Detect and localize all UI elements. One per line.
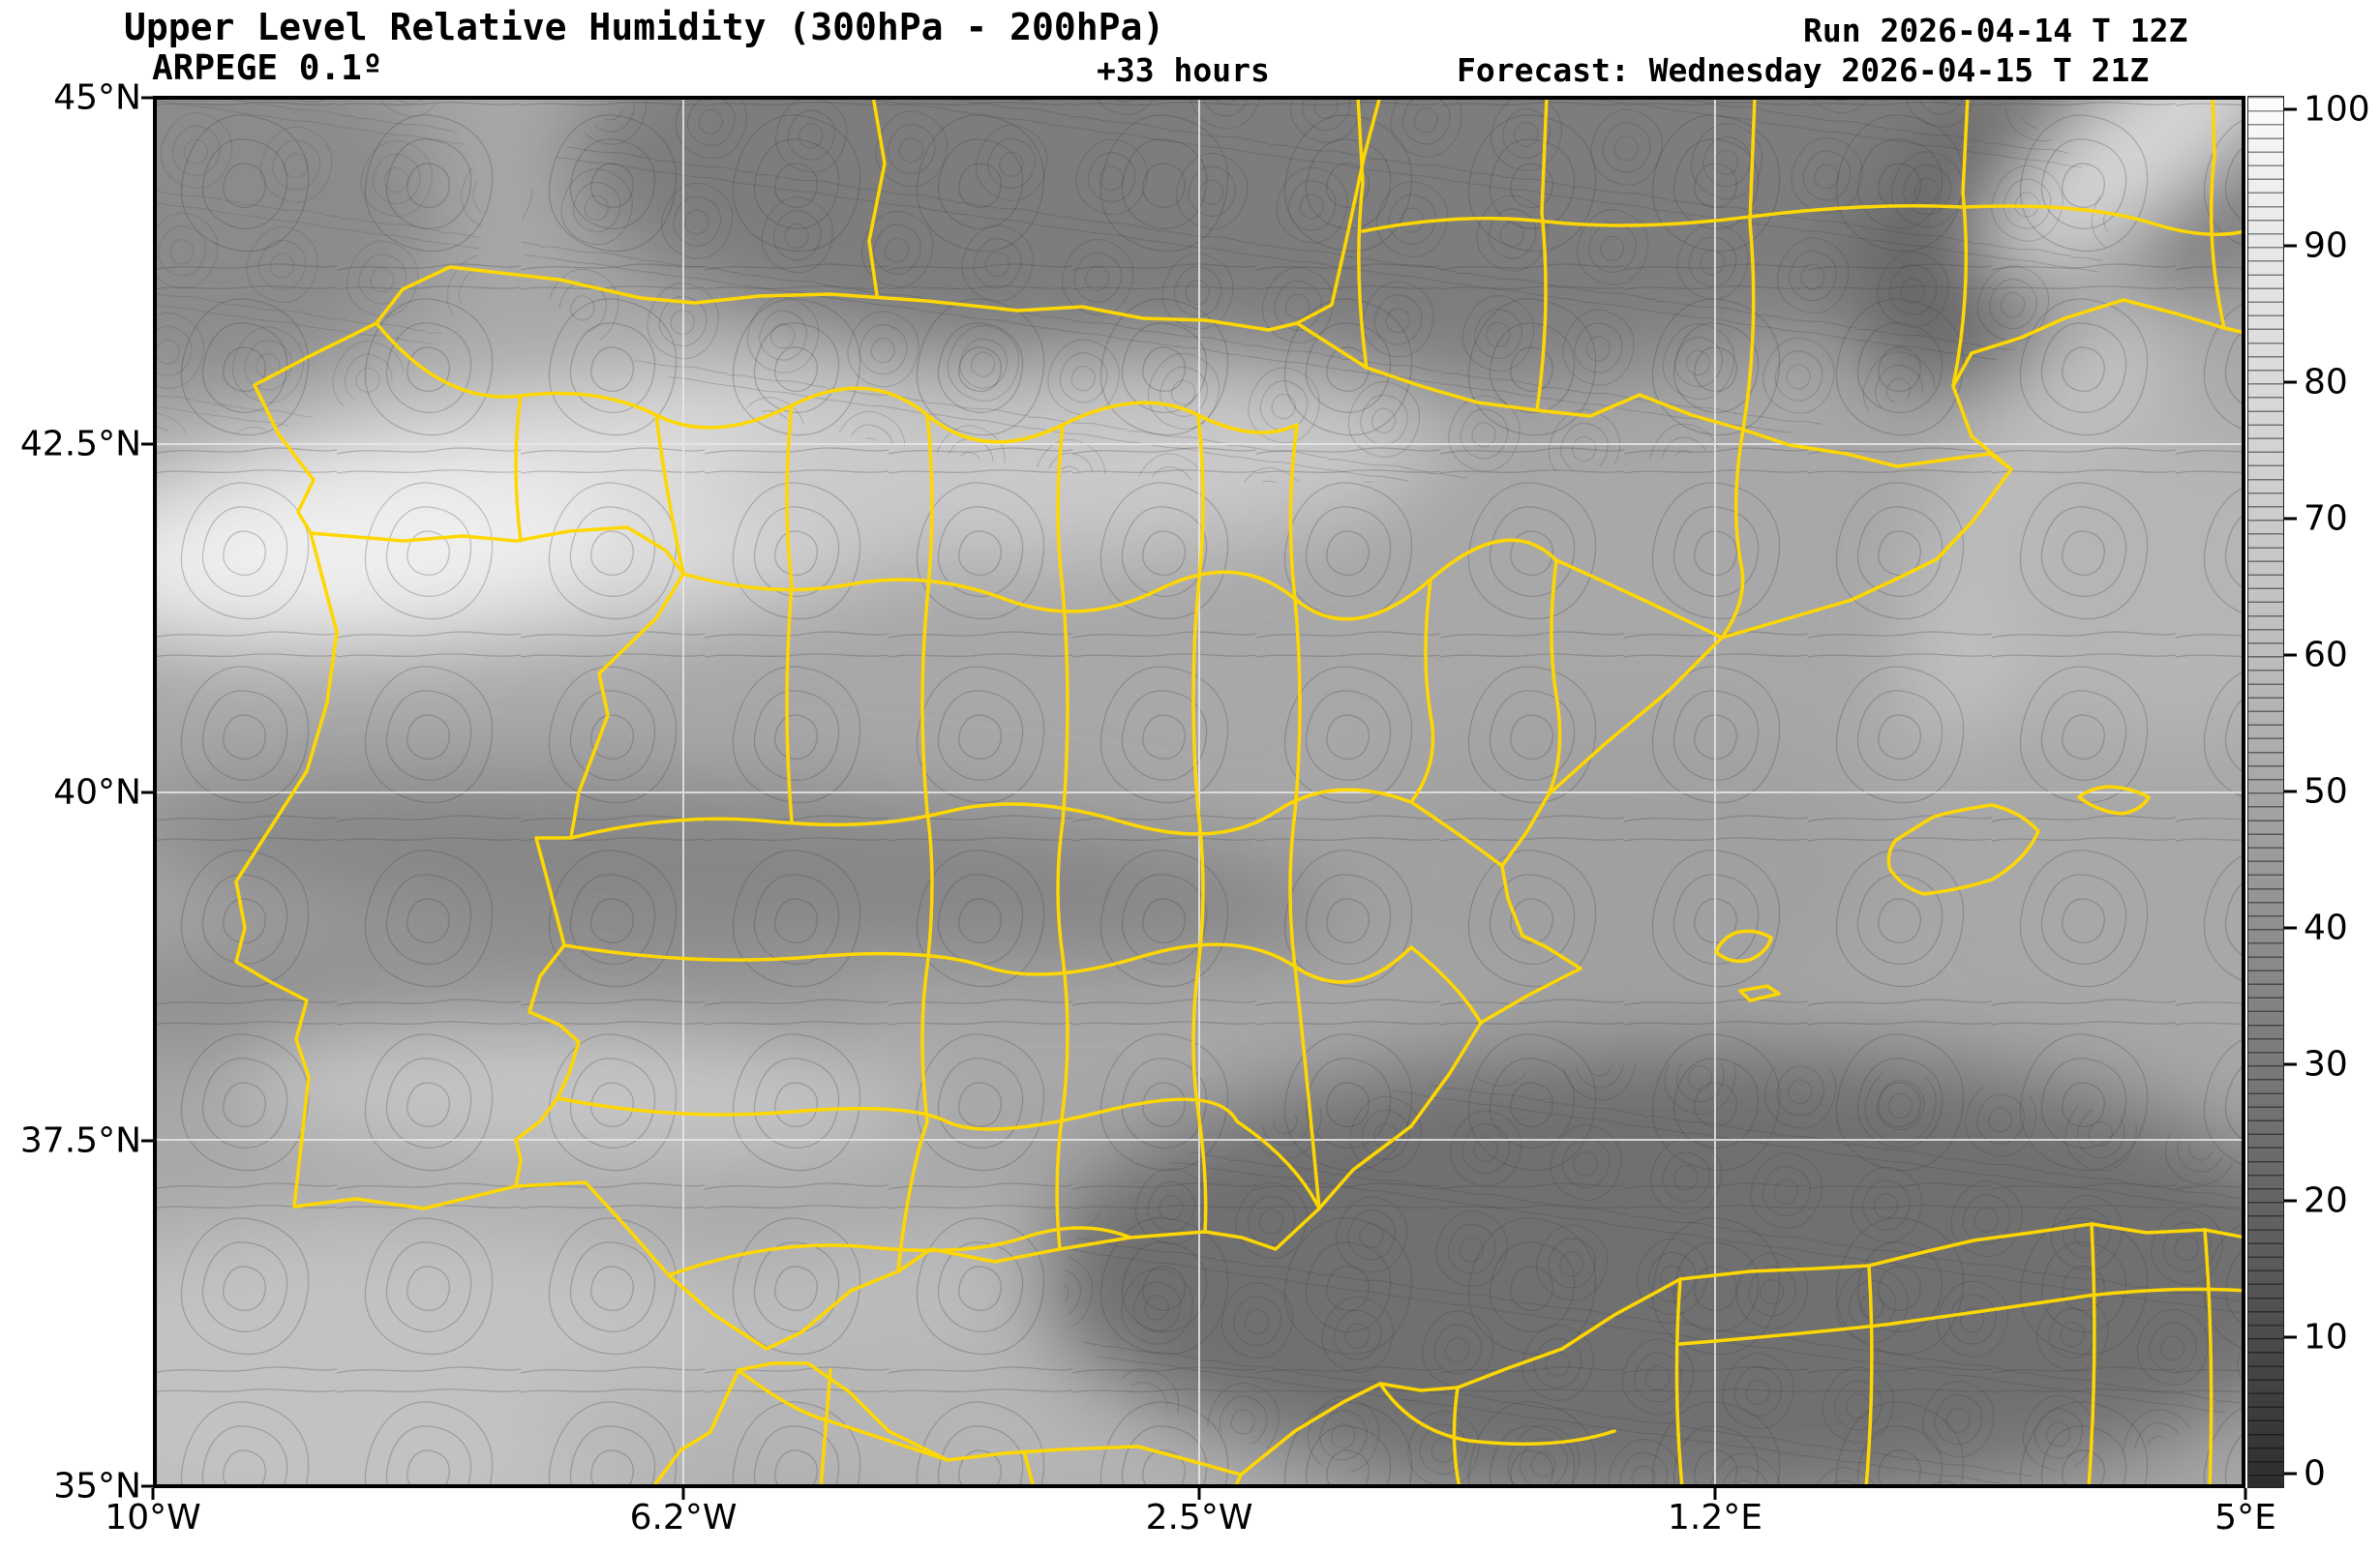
colorbar-tick-label: 60 bbox=[2304, 635, 2348, 675]
colorbar-tick-label: 30 bbox=[2304, 1044, 2348, 1085]
y-tickmark bbox=[141, 791, 153, 794]
y-tick-label: 42.5°N bbox=[19, 424, 141, 464]
colorbar-tick-label: 10 bbox=[2304, 1317, 2348, 1358]
mallorca-outline bbox=[1886, 803, 2040, 896]
map-frame bbox=[153, 96, 2245, 1488]
colorbar-tickmark bbox=[2284, 244, 2297, 248]
colorbar-tickmark bbox=[2284, 380, 2297, 384]
colorbar-tick-label: 90 bbox=[2304, 225, 2348, 266]
model-label: ARPEGE 0.1º bbox=[152, 48, 383, 88]
x-tick-label: 6.2°W bbox=[629, 1498, 738, 1537]
formentera-outline bbox=[1738, 984, 1781, 1002]
x-tickmark bbox=[1197, 1488, 1201, 1500]
graticule-gridlines bbox=[153, 96, 2245, 1488]
colorbar-tick-label: 70 bbox=[2304, 498, 2348, 539]
x-tick-label: 10°W bbox=[105, 1498, 201, 1537]
x-tickmark bbox=[681, 1488, 685, 1500]
lead-time-label: +33 hours bbox=[1097, 51, 1270, 89]
x-tick-label: 2.5°W bbox=[1145, 1498, 1253, 1537]
colorbar-tick-label: 20 bbox=[2304, 1180, 2348, 1221]
colorbar-tickmark bbox=[2284, 1062, 2297, 1066]
colorbar-tickmark bbox=[2284, 517, 2297, 521]
y-tickmark bbox=[141, 1484, 153, 1488]
run-datetime-label: Run 2026-04-14 T 12Z bbox=[1803, 12, 2188, 49]
x-tickmark bbox=[2244, 1488, 2247, 1500]
colorbar-tick-label: 50 bbox=[2304, 771, 2348, 812]
x-tick-label: 1.2°E bbox=[1668, 1498, 1762, 1537]
forecast-datetime-label: Forecast: Wednesday 2026-04-15 T 21Z bbox=[1457, 51, 2150, 89]
colorbar-tick-label: 100 bbox=[2304, 89, 2370, 130]
pyrenees-border bbox=[1295, 321, 2013, 471]
colorbar-tickmark bbox=[2284, 1199, 2297, 1203]
colorbar-tick-label: 40 bbox=[2304, 908, 2348, 948]
colorbar-tickmark bbox=[2284, 107, 2297, 111]
iberia-coastline bbox=[234, 96, 2245, 1351]
y-tickmark bbox=[141, 1139, 153, 1143]
x-tick-label: 5°E bbox=[2214, 1498, 2276, 1537]
map-title: Upper Level Relative Humidity (300hPa - … bbox=[124, 6, 1165, 48]
colorbar-tickmark bbox=[2284, 926, 2297, 930]
colorbar-tickmark bbox=[2284, 653, 2297, 657]
colorbar-tickmark bbox=[2284, 1335, 2297, 1339]
y-tick-label: 45°N bbox=[53, 77, 141, 118]
y-tick-label: 35°N bbox=[53, 1466, 141, 1507]
colorbar-tickmark bbox=[2284, 790, 2297, 793]
admin-boundaries bbox=[234, 96, 2245, 1488]
y-tickmark bbox=[141, 442, 153, 446]
menorca-outline bbox=[2077, 785, 2151, 816]
map-plot-area bbox=[153, 96, 2245, 1488]
maritime-boundary bbox=[867, 96, 887, 297]
colorbar-tick-label: 0 bbox=[2304, 1453, 2326, 1494]
colorbar-tickmark bbox=[2284, 1472, 2297, 1476]
y-tickmark bbox=[141, 96, 153, 100]
y-tick-label: 40°N bbox=[53, 772, 141, 813]
colorbar-tick-label: 80 bbox=[2304, 362, 2348, 403]
ibiza-outline bbox=[1714, 929, 1773, 964]
y-tick-label: 37.5°N bbox=[19, 1120, 141, 1161]
x-tickmark bbox=[151, 1488, 155, 1500]
x-tickmark bbox=[1713, 1488, 1717, 1500]
colorbar-gradient bbox=[2247, 96, 2284, 1488]
humidity-field-map bbox=[153, 96, 2245, 1488]
